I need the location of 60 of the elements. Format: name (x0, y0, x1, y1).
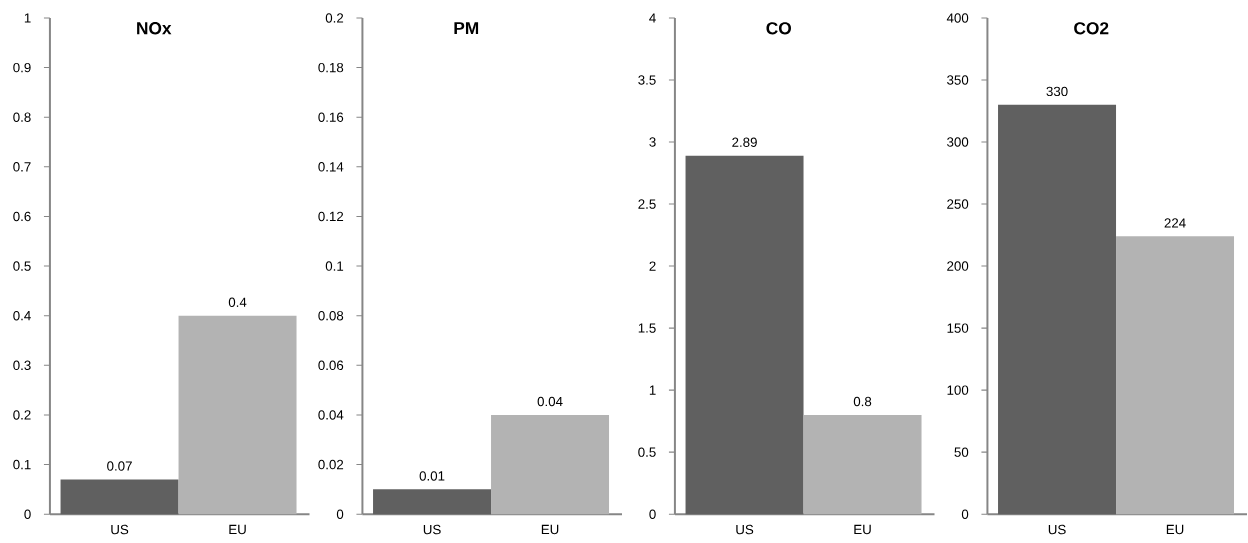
y-tick-label: 0.6 (13, 211, 31, 222)
chart-title: NOx (137, 22, 172, 35)
data-label: 224 (1164, 218, 1186, 228)
x-tick-label: EU (854, 524, 871, 535)
y-tick-label: 2 (649, 261, 656, 271)
y-tick-label: 350 (947, 75, 969, 85)
y-tick-label: 100 (947, 385, 969, 395)
x-tick-label: US (111, 524, 129, 535)
x-tick-label: EU (1166, 524, 1184, 535)
y-tick-label: 0 (961, 509, 969, 519)
y-tick-label: 0.08 (318, 310, 344, 321)
y-tick-label: 2.5 (638, 199, 656, 209)
data-label: 330 (1046, 86, 1068, 97)
y-tick-label: 250 (947, 199, 969, 209)
data-label: 0.4 (228, 297, 247, 307)
y-tick-label: 0.04 (318, 410, 344, 420)
y-tick-label: 0.7 (13, 162, 31, 172)
y-tick-label: 0.9 (13, 62, 31, 73)
data-label: 0.07 (107, 461, 132, 471)
x-tick-label: US (1048, 524, 1066, 535)
chart-title: CO2 (1074, 22, 1109, 35)
x-tick-label: EU (229, 524, 246, 535)
y-tick-label: 0.02 (318, 459, 344, 470)
y-tick-label: 0.8 (13, 112, 31, 122)
y-tick-label: 0.1 (13, 459, 31, 470)
y-tick-label: 0.06 (318, 360, 344, 370)
y-tick-label: 0 (649, 509, 656, 519)
y-tick-label: 0.14 (318, 162, 344, 172)
x-tick-label: US (736, 524, 754, 535)
data-label: 0.8 (853, 396, 872, 407)
y-tick-label: 300 (947, 137, 969, 147)
y-tick-label: 0.2 (325, 13, 344, 23)
y-tick-label: 0.16 (318, 112, 344, 122)
y-tick-label: 1 (649, 385, 656, 395)
chart-title: CO (766, 22, 791, 35)
y-tick-label: 0.3 (13, 360, 31, 370)
y-tick-label: 0.1 (325, 261, 344, 271)
data-label: 0.04 (537, 396, 563, 407)
chart-title: PM (454, 22, 479, 34)
y-tick-label: 0.5 (638, 447, 656, 457)
y-tick-label: 400 (946, 13, 969, 23)
y-tick-label: 3.5 (638, 75, 656, 85)
y-tick-label: 0.2 (13, 410, 31, 420)
y-tick-label: 200 (947, 261, 969, 271)
y-tick-label: 0.18 (318, 62, 344, 73)
y-tick-label: 1.5 (638, 323, 656, 333)
y-tick-label: 0 (336, 509, 344, 519)
y-tick-label: 0.12 (318, 211, 344, 222)
y-tick-label: 50 (954, 447, 969, 457)
y-tick-label: 0 (24, 509, 31, 519)
y-tick-label: 4 (649, 13, 656, 23)
y-tick-label: 0.5 (13, 261, 31, 271)
x-tick-label: US (423, 524, 441, 535)
y-tick-label: 0.4 (13, 310, 31, 321)
data-label: 0.01 (419, 471, 445, 481)
x-tick-label: EU (541, 524, 559, 535)
y-tick-label: 1 (24, 13, 31, 23)
data-label: 2.89 (732, 137, 757, 147)
y-tick-label: 3 (649, 137, 656, 147)
y-tick-label: 150 (947, 323, 969, 333)
